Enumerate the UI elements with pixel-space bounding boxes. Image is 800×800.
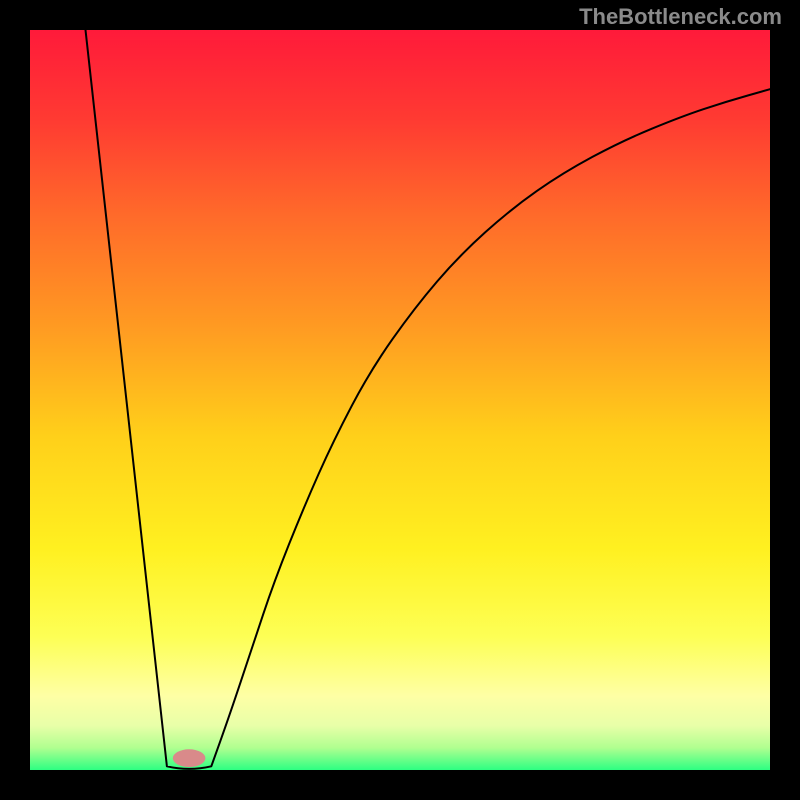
- chart-container: TheBottleneck.com: [0, 0, 800, 800]
- watermark-text: TheBottleneck.com: [579, 4, 782, 30]
- bottleneck-chart: [0, 0, 800, 800]
- minimum-marker: [173, 749, 206, 767]
- plot-background: [30, 30, 770, 770]
